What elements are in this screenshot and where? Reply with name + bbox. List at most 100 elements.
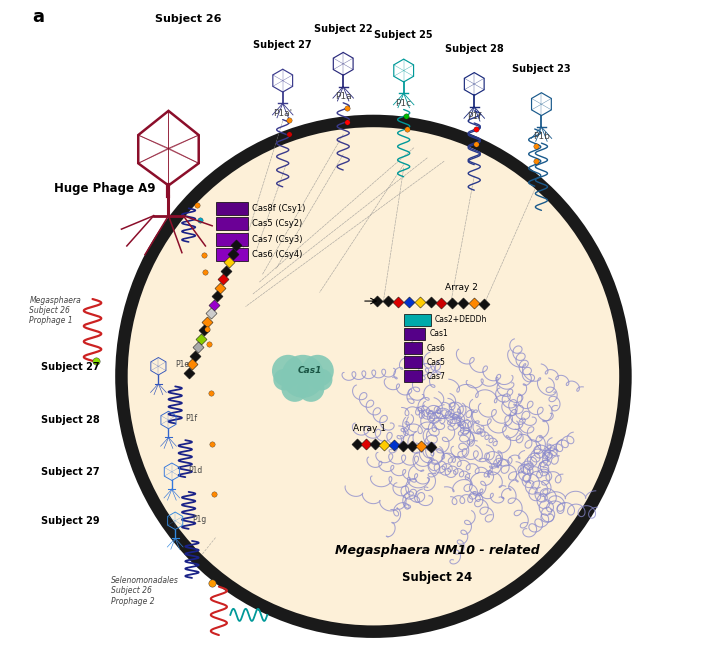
Point bbox=[369, 439, 381, 450]
Text: P1e: P1e bbox=[175, 360, 189, 370]
Circle shape bbox=[297, 375, 325, 402]
Text: Huge Phage A9: Huge Phage A9 bbox=[54, 181, 156, 195]
Point bbox=[198, 250, 210, 261]
Text: Cas8f (Csy1): Cas8f (Csy1) bbox=[253, 204, 306, 213]
Text: P1b: P1b bbox=[533, 132, 550, 141]
Point bbox=[208, 489, 220, 499]
Bar bbox=[215, 217, 248, 230]
Text: Cas7: Cas7 bbox=[426, 372, 446, 381]
Point bbox=[90, 355, 102, 366]
Text: Array 1: Array 1 bbox=[354, 425, 386, 433]
Point bbox=[400, 110, 411, 121]
Circle shape bbox=[302, 355, 334, 387]
Point bbox=[208, 300, 220, 310]
Text: Subject 29: Subject 29 bbox=[41, 516, 99, 526]
Text: a: a bbox=[32, 8, 44, 26]
Circle shape bbox=[272, 355, 305, 387]
Bar bbox=[404, 328, 426, 340]
Text: Subject 27: Subject 27 bbox=[41, 362, 99, 372]
Point bbox=[207, 438, 218, 449]
Point bbox=[284, 114, 295, 125]
Text: Subject 26: Subject 26 bbox=[156, 13, 222, 24]
Text: Cas6 (Csy4): Cas6 (Csy4) bbox=[253, 250, 303, 259]
Text: P1a: P1a bbox=[335, 92, 351, 101]
Point bbox=[205, 388, 217, 398]
Point bbox=[446, 298, 458, 308]
Point bbox=[392, 296, 404, 307]
Point bbox=[379, 439, 390, 450]
Point bbox=[224, 257, 235, 267]
Point bbox=[230, 240, 241, 251]
Text: Array 2: Array 2 bbox=[445, 284, 477, 292]
Text: Subject 28: Subject 28 bbox=[445, 44, 503, 54]
Point bbox=[425, 297, 436, 308]
Point bbox=[215, 282, 226, 293]
Circle shape bbox=[282, 375, 308, 402]
Point bbox=[204, 308, 216, 319]
Text: P1d: P1d bbox=[189, 466, 203, 475]
Text: Subject 28: Subject 28 bbox=[41, 415, 99, 425]
Point bbox=[403, 296, 415, 307]
Text: P1f: P1f bbox=[467, 112, 482, 121]
Bar bbox=[215, 202, 248, 215]
Point bbox=[211, 291, 222, 302]
Point bbox=[183, 368, 194, 378]
Point bbox=[202, 317, 213, 327]
Point bbox=[382, 296, 393, 306]
Point bbox=[479, 298, 490, 309]
Point bbox=[457, 298, 469, 308]
Point bbox=[425, 442, 436, 452]
Point bbox=[414, 297, 426, 308]
Text: P1g: P1g bbox=[192, 515, 206, 524]
Point bbox=[470, 124, 482, 134]
Point bbox=[360, 439, 372, 450]
Point bbox=[207, 577, 218, 588]
Point bbox=[202, 324, 213, 335]
Text: Megasphaera NM10 - related: Megasphaera NM10 - related bbox=[335, 544, 540, 557]
Text: Subject 24: Subject 24 bbox=[402, 571, 472, 584]
Point bbox=[195, 333, 207, 344]
Point bbox=[371, 296, 382, 306]
Text: Cas1: Cas1 bbox=[429, 329, 448, 339]
Text: P1c: P1c bbox=[395, 99, 412, 108]
Point bbox=[388, 439, 400, 450]
Text: P1f: P1f bbox=[185, 414, 197, 423]
Text: Subject 22: Subject 22 bbox=[314, 24, 372, 34]
Point bbox=[531, 141, 542, 152]
Text: Subject 27: Subject 27 bbox=[253, 40, 312, 50]
Text: Cas5 (Csy2): Cas5 (Csy2) bbox=[253, 219, 302, 228]
Point bbox=[468, 298, 480, 309]
Point bbox=[192, 200, 203, 210]
Point bbox=[227, 249, 238, 259]
Point bbox=[341, 117, 352, 128]
Point bbox=[186, 359, 197, 370]
Circle shape bbox=[311, 369, 333, 390]
Text: Subject 27: Subject 27 bbox=[41, 467, 99, 477]
Point bbox=[397, 440, 409, 451]
Text: Cas6: Cas6 bbox=[426, 343, 446, 353]
Point bbox=[220, 265, 232, 276]
Bar bbox=[404, 356, 423, 368]
Circle shape bbox=[282, 355, 325, 398]
Point bbox=[189, 351, 201, 362]
Text: Cas7 (Csy3): Cas7 (Csy3) bbox=[253, 235, 303, 244]
Point bbox=[436, 297, 447, 308]
Point bbox=[199, 267, 211, 278]
Text: Cas5: Cas5 bbox=[426, 358, 446, 367]
Text: P1a': P1a' bbox=[273, 109, 292, 118]
Point bbox=[401, 124, 413, 134]
Point bbox=[192, 342, 204, 353]
Bar bbox=[404, 314, 431, 326]
Text: Subject 25: Subject 25 bbox=[374, 30, 433, 40]
Point bbox=[217, 274, 229, 285]
Point bbox=[406, 441, 418, 452]
Point bbox=[194, 215, 206, 226]
Point bbox=[341, 102, 352, 113]
Text: Cas1: Cas1 bbox=[297, 366, 322, 375]
Bar bbox=[215, 248, 248, 261]
Text: Subject 23: Subject 23 bbox=[512, 64, 571, 74]
Bar bbox=[404, 370, 423, 382]
Point bbox=[284, 129, 295, 140]
Point bbox=[199, 325, 210, 336]
Bar bbox=[404, 342, 423, 354]
